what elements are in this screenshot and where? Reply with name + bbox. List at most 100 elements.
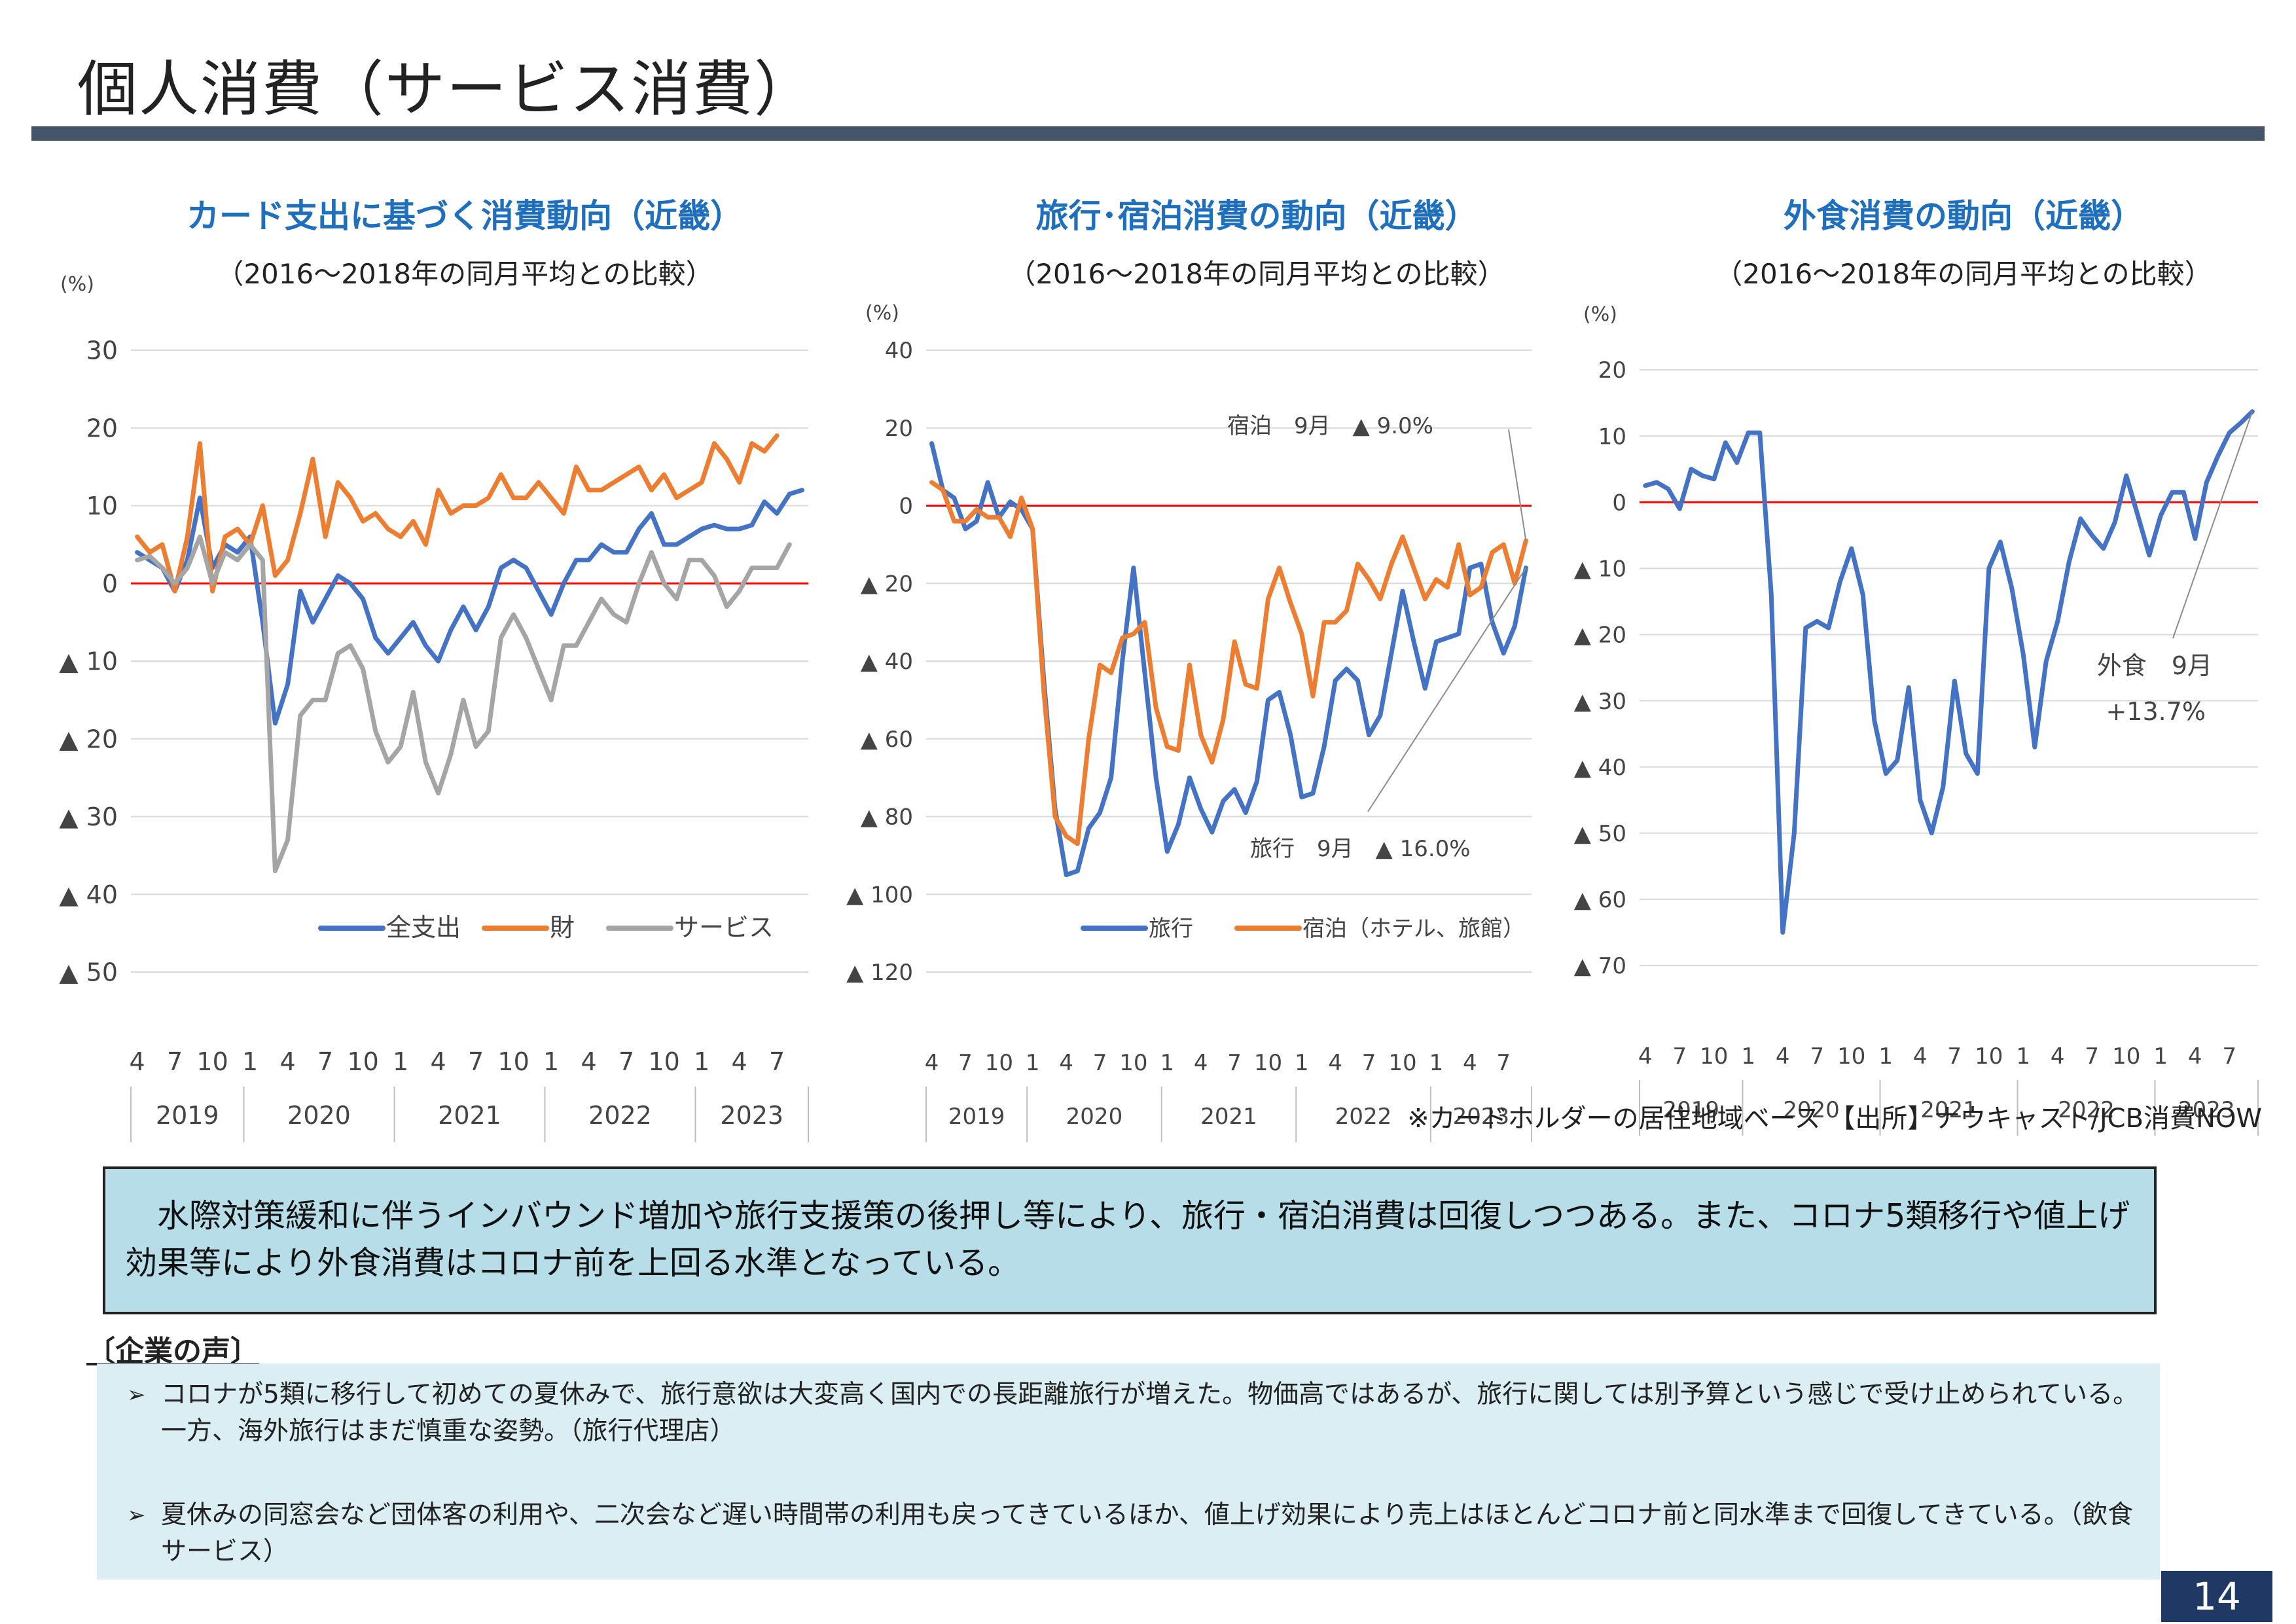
year-label: 2020 <box>1783 1097 1840 1123</box>
series-line-宿泊 <box>929 480 1528 846</box>
x-tick-label: 1 <box>242 1047 258 1076</box>
page-number: 14 <box>2161 1571 2272 1622</box>
x-tick-label: 7 <box>1093 1050 1107 1076</box>
x-tick-label: 10 <box>1388 1050 1416 1076</box>
year-label: 2021 <box>438 1101 501 1130</box>
x-tick-label: 10 <box>648 1047 679 1076</box>
year-label: 2020 <box>1066 1104 1123 1130</box>
summary-box: 水際対策緩和に伴うインバウンド増加や旅行支援策の後押し等により、旅行・宿泊消費は… <box>103 1166 2157 1314</box>
x-tick-label: 7 <box>1496 1050 1511 1076</box>
x-tick-label: 1 <box>1741 1043 1755 1070</box>
y-tick-label: ▲ 70 <box>1574 953 1626 979</box>
x-tick-label: 7 <box>1810 1043 1824 1070</box>
x-tick-label: 7 <box>1362 1050 1376 1076</box>
x-tick-label: 7 <box>619 1047 634 1076</box>
y-tick-label: 0 <box>1612 490 1626 516</box>
y-tick-label: ▲ 120 <box>846 960 913 986</box>
x-tick-label: 4 <box>1194 1050 1208 1076</box>
year-label: 2023 <box>1453 1104 1510 1130</box>
x-tick-label: 1 <box>1160 1050 1174 1076</box>
legend-label: 財 <box>550 913 575 942</box>
x-tick-label: 7 <box>468 1047 484 1076</box>
chart3-subtitle: （2016～2018年の同月平均との比較） <box>1715 258 2212 290</box>
x-tick-label: 1 <box>694 1047 709 1076</box>
chart1-subtitle: （2016～2018年の同月平均との比較） <box>216 258 713 290</box>
annotation-leader-line <box>1367 567 1527 812</box>
x-tick-label: 10 <box>497 1047 529 1076</box>
x-tick-label: 4 <box>1463 1050 1477 1076</box>
voice-item: ➢ 夏休みの同窓会など団体客の利用や、二次会など遅い時間帯の利用も戻ってきている… <box>117 1497 2140 1570</box>
x-tick-label: 4 <box>279 1047 295 1076</box>
y-tick-label: 40 <box>885 338 913 364</box>
x-tick-label: 10 <box>985 1050 1013 1076</box>
y-tick-label: 20 <box>885 416 913 442</box>
y-tick-label: 20 <box>1598 357 1626 384</box>
annotation-label: 旅行 9月 ▲ 16.0% <box>1250 836 1471 862</box>
y-tick-label: ▲ 20 <box>861 571 913 597</box>
x-tick-label: 1 <box>1295 1050 1309 1076</box>
x-tick-label: 10 <box>1700 1043 1728 1070</box>
x-tick-label: 7 <box>2222 1043 2236 1070</box>
y-tick-label: ▲ 50 <box>59 958 118 987</box>
x-tick-label: 10 <box>1975 1043 2003 1070</box>
year-label: 2021 <box>1920 1097 1977 1123</box>
annotation-value: +13.7% <box>2106 697 2206 726</box>
page-title: 個人消費（サービス消費） <box>77 54 816 124</box>
y-axis-unit-label: (%) <box>1583 303 1617 326</box>
year-label: 2019 <box>948 1104 1005 1130</box>
arrow-bullet-icon: ➢ <box>127 1502 146 1528</box>
y-tick-label: ▲ 80 <box>861 804 913 831</box>
year-label: 2019 <box>156 1101 219 1130</box>
y-tick-label: ▲ 20 <box>59 725 118 753</box>
x-tick-label: 4 <box>2051 1043 2065 1070</box>
x-tick-label: 1 <box>1878 1043 1893 1070</box>
voice-text: コロナが5類に移行して初めての夏休みで、旅行意欲は大変高く国内での長距離旅行が増… <box>161 1380 2139 1446</box>
y-tick-label: 10 <box>86 492 118 520</box>
year-label: 2023 <box>720 1101 783 1130</box>
y-tick-label: ▲ 10 <box>1574 556 1626 583</box>
company-voices-heading: 〔企業の声〕 <box>86 1335 259 1368</box>
x-tick-label: 1 <box>2016 1043 2030 1070</box>
source-note: ※カードホルダーの居住地域ベース 【出所】ナウキャスト/JCB消費NOW <box>1407 1104 2262 1134</box>
x-tick-label: 10 <box>1254 1050 1282 1076</box>
y-tick-label: 30 <box>86 336 118 365</box>
title-rule <box>31 126 2265 141</box>
arrow-bullet-icon: ➢ <box>127 1382 146 1408</box>
x-tick-label: 10 <box>2112 1043 2140 1070</box>
x-tick-label: 4 <box>1913 1043 1928 1070</box>
chart2-subtitle: （2016～2018年の同月平均との比較） <box>1008 258 1505 290</box>
x-tick-label: 7 <box>2085 1043 2099 1070</box>
y-tick-label: ▲ 30 <box>59 803 118 831</box>
year-label: 2021 <box>1200 1104 1257 1130</box>
x-tick-label: 1 <box>1026 1050 1040 1076</box>
year-label: 2022 <box>1335 1104 1392 1130</box>
company-voices-box: ➢ コロナが5類に移行して初めての夏休みで、旅行意欲は大変高く国内での長距離旅行… <box>97 1363 2160 1579</box>
x-tick-label: 1 <box>543 1047 559 1076</box>
chart1-title: カード支出に基づく消費動向（近畿） <box>187 197 743 235</box>
x-tick-label: 10 <box>1119 1050 1147 1076</box>
annotation-label: 外食 9月 <box>2097 651 2212 680</box>
y-tick-label: ▲ 60 <box>861 727 913 753</box>
voice-item: ➢ コロナが5類に移行して初めての夏休みで、旅行意欲は大変高く国内での長距離旅行… <box>117 1377 2140 1450</box>
legend-label: サービス <box>674 913 774 942</box>
x-tick-label: 4 <box>1059 1050 1073 1076</box>
x-tick-label: 7 <box>1227 1050 1242 1076</box>
x-tick-label: 4 <box>129 1047 145 1076</box>
y-tick-label: ▲ 60 <box>1574 887 1626 913</box>
x-tick-label: 7 <box>1947 1043 1962 1070</box>
x-tick-label: 1 <box>393 1047 408 1076</box>
x-tick-label: 10 <box>196 1047 228 1076</box>
legend-label: 宿泊（ホテル、旅館） <box>1302 916 1525 942</box>
x-tick-label: 7 <box>769 1047 785 1076</box>
x-tick-label: 4 <box>2188 1043 2202 1070</box>
x-tick-label: 7 <box>167 1047 183 1076</box>
y-tick-label: 0 <box>102 569 118 598</box>
y-tick-label: ▲ 100 <box>846 882 913 908</box>
x-tick-label: 7 <box>958 1050 973 1076</box>
y-tick-label: ▲ 30 <box>1574 689 1626 715</box>
x-tick-label: 10 <box>1837 1043 1865 1070</box>
series-line-外食 <box>1643 409 2255 935</box>
